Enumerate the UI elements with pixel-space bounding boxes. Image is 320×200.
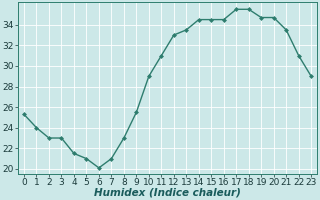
X-axis label: Humidex (Indice chaleur): Humidex (Indice chaleur) xyxy=(94,188,241,198)
